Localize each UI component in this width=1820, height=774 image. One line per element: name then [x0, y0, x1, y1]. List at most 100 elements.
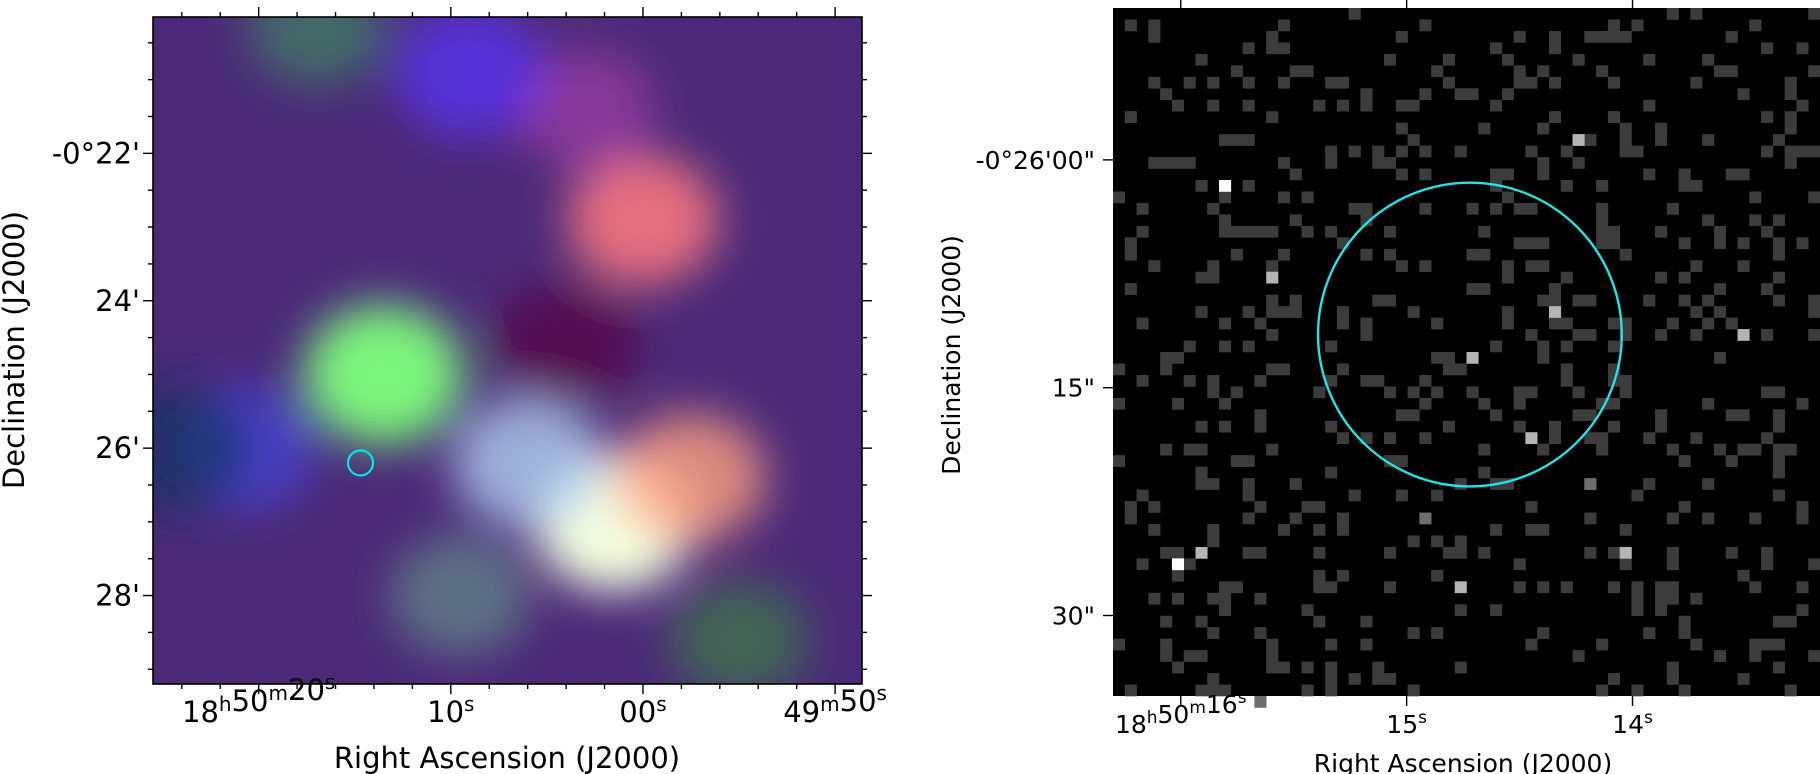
right-count-pixel [1690, 260, 1703, 273]
right-count-pixel [1808, 306, 1820, 318]
right-bright-pixel [1419, 512, 1432, 525]
right-count-pixel [1596, 30, 1609, 43]
right-count-pixel [1596, 214, 1609, 227]
right-count-pixel [1772, 638, 1785, 651]
right-count-pixel [1619, 30, 1632, 43]
right-count-pixel [1713, 352, 1727, 364]
right-count-pixel [1442, 363, 1456, 376]
right-count-pixel [1395, 260, 1408, 273]
right-x-axis-label: Right Ascension (J2000) [1314, 749, 1612, 774]
right-count-pixel [1136, 489, 1149, 502]
right-count-pixel [1501, 168, 1514, 181]
right-y-tick-label: -0°26'00" [976, 146, 1095, 175]
right-count-pixel [1784, 145, 1797, 158]
right-count-pixel [1360, 615, 1373, 628]
right-count-pixel [1643, 168, 1656, 181]
right-count-pixel [1772, 134, 1785, 146]
right-count-pixel [1749, 512, 1762, 525]
right-count-pixel [1607, 340, 1620, 353]
right-count-pixel [1761, 283, 1774, 295]
right-count-pixel [1560, 317, 1573, 330]
right-count-pixel [1596, 180, 1609, 192]
right-count-pixel [1207, 386, 1220, 399]
right-count-pixel [1148, 524, 1161, 536]
right-count-pixel [1325, 684, 1338, 697]
right-count-pixel [1713, 650, 1727, 662]
right-count-pixel [1478, 466, 1491, 479]
right-count-pixel [1266, 42, 1279, 55]
right-count-pixel [1254, 225, 1267, 238]
right-count-pixel [1442, 546, 1456, 559]
right-count-pixel [1513, 397, 1526, 410]
right-count-pixel [1289, 512, 1302, 525]
right-count-pixel [1666, 558, 1679, 571]
right-count-pixel [1490, 340, 1503, 353]
right-count-pixel [1808, 145, 1820, 158]
right-count-pixel [1160, 546, 1173, 559]
right-count-pixel [1195, 306, 1208, 318]
right-count-pixel [1289, 65, 1302, 78]
right-count-pixel [1207, 684, 1220, 697]
right-count-pixel [1325, 145, 1338, 158]
right-count-pixel [1678, 615, 1691, 628]
right-count-pixel [1407, 409, 1420, 422]
right-count-pixel [1219, 397, 1232, 410]
right-count-pixel [1242, 99, 1255, 112]
right-count-pixel [1336, 76, 1349, 89]
right-count-pixel [1761, 42, 1774, 55]
right-count-pixel [1749, 191, 1762, 204]
right-count-pixel [1525, 524, 1538, 536]
right-count-pixel [1431, 65, 1444, 78]
right-count-pixel [1513, 420, 1526, 433]
right-count-pixel [1407, 99, 1420, 112]
right-count-pixel [1148, 157, 1161, 169]
right-count-pixel [1784, 76, 1797, 89]
right-count-pixel [1525, 638, 1538, 651]
right-count-pixel [1596, 225, 1609, 238]
right-count-pixel [1537, 168, 1550, 181]
right-count-pixel [1277, 363, 1291, 376]
right-count-pixel [1124, 512, 1137, 525]
right-count-pixel [1219, 684, 1232, 697]
right-count-pixel [1725, 546, 1738, 559]
right-count-pixel [1301, 225, 1314, 238]
right-count-pixel [1666, 546, 1679, 559]
right-count-pixel [1737, 88, 1750, 101]
right-count-pixel [1160, 615, 1173, 628]
right-count-pixel [1560, 145, 1573, 158]
right-count-pixel [1431, 489, 1444, 502]
right-bright-pixel [1195, 546, 1208, 559]
right-count-pixel [1407, 306, 1420, 318]
right-count-pixel [1242, 180, 1255, 192]
right-count-pixel [1596, 65, 1609, 78]
left-x-tick-label: 49m50s [783, 681, 887, 729]
right-count-pixel [1431, 352, 1444, 364]
right-count-pixel [1607, 397, 1620, 410]
right-count-pixel [1124, 111, 1137, 123]
right-count-pixel [1254, 374, 1267, 387]
right-count-pixel [1548, 30, 1562, 43]
right-count-pixel [1761, 432, 1774, 445]
right-count-pixel [1737, 673, 1750, 685]
right-x-tick-labels: 18h50m16s 15s 14s [1115, 688, 1653, 739]
right-count-pixel [1607, 363, 1620, 376]
right-count-pixel [1548, 432, 1562, 445]
right-count-pixel [1183, 340, 1196, 353]
right-count-pixel [1266, 306, 1279, 318]
right-count-pixel [1772, 294, 1785, 307]
right-count-pixel [1796, 501, 1809, 513]
left-emission-blob [515, 49, 656, 170]
right-count-pixel [1749, 581, 1762, 594]
right-count-pixel [1136, 225, 1149, 238]
right-count-pixel [1548, 420, 1562, 433]
right-count-pixel [1702, 478, 1715, 490]
right-circle-marker [1316, 181, 1623, 488]
right-count-pixel [1702, 214, 1715, 227]
right-count-pixel [1207, 673, 1220, 685]
right-count-pixel [1266, 661, 1279, 674]
right-count-pixel [1360, 248, 1373, 261]
right-count-pixel [1572, 157, 1585, 169]
right-count-pixel [1596, 638, 1609, 651]
right-count-pixel [1666, 317, 1679, 330]
right-count-pixel [1384, 546, 1397, 559]
